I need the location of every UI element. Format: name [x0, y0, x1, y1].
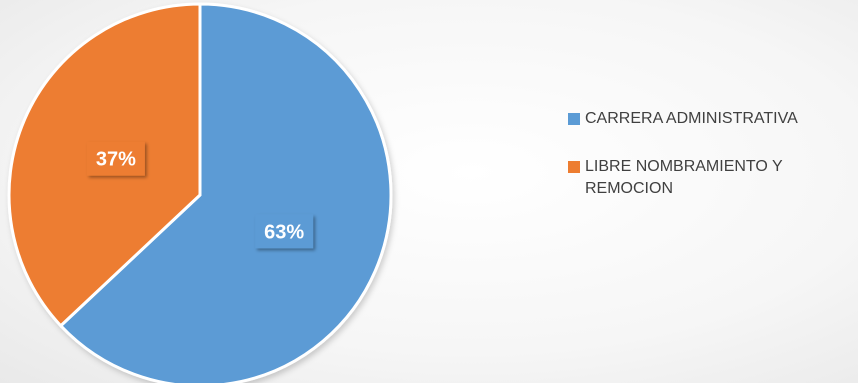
legend-swatch-carrera-administrativa: [568, 113, 580, 125]
data-label-text: 63%: [264, 221, 304, 243]
data-label-text: 37%: [96, 149, 136, 171]
legend-item-libre-nombramiento: LIBRE NOMBRAMIENTO Y REMOCION: [568, 156, 853, 200]
data-label-box: [86, 141, 145, 176]
legend-item-carrera-administrativa: CARRERA ADMINISTRATIVA: [568, 108, 853, 130]
pie-slices: [7, 2, 393, 383]
legend: CARRERA ADMINISTRATIVA LIBRE NOMBRAMIENT…: [568, 108, 853, 226]
data-label-carrera-administrativa: 63%: [255, 214, 314, 249]
pie-data-labels: 63% 37%: [86, 141, 314, 249]
legend-swatch-libre-nombramiento: [568, 161, 580, 173]
data-label-libre-nombramiento-y-remocion: 37%: [86, 141, 145, 176]
pie-slice-carrera-administrativa: [58, 2, 393, 383]
data-label-box: [255, 214, 314, 249]
legend-label-carrera-administrativa: CARRERA ADMINISTRATIVA: [585, 110, 798, 127]
legend-label-libre-nombramiento: LIBRE NOMBRAMIENTO Y REMOCION: [585, 158, 783, 197]
